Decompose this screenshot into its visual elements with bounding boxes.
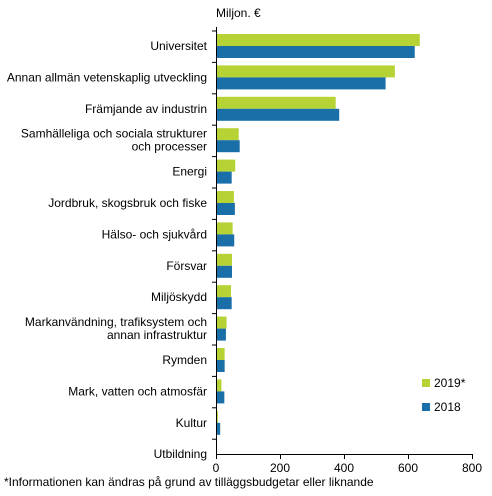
category-label-line: Miljöskydd xyxy=(151,290,207,304)
category-label-line: Mark, vatten och atmosfär xyxy=(68,384,207,398)
category-label: Markanvändning, trafiksystem och annan in… xyxy=(25,315,207,342)
footnote: *Informationen kan ändras på grund av ti… xyxy=(4,475,374,489)
x-tick-label: 400 xyxy=(334,461,354,475)
category-label-line: Universitet xyxy=(150,39,207,53)
unit-label: Miljon. € xyxy=(216,6,261,20)
category-label-line: Annan allmän vetenskaplig utveckling xyxy=(7,70,207,84)
legend-label: 2018 xyxy=(434,400,461,414)
category-label: Rymden xyxy=(162,353,207,367)
legend-swatch xyxy=(422,403,430,411)
bar-2018-8 xyxy=(216,297,232,310)
bar-2019-8 xyxy=(216,285,232,298)
bar-2019-0 xyxy=(216,34,420,46)
bar-2019-9 xyxy=(216,316,227,329)
bar-2019-7 xyxy=(216,253,232,266)
bar-2019-10 xyxy=(216,348,225,360)
category-label: Samhälleliga och sociala strukturer och p… xyxy=(21,127,207,154)
category-label-line: Främjande av industrin xyxy=(85,102,207,116)
category-label: Universitet xyxy=(150,39,207,53)
category-label-line: och processer xyxy=(132,140,207,154)
bar-2019-2 xyxy=(216,96,336,109)
category-label-line: Energi xyxy=(172,165,207,179)
x-tick-label: 800 xyxy=(462,461,482,475)
category-label: Utbildning xyxy=(154,447,207,461)
category-label-line: Markanvändning, trafiksystem och xyxy=(25,315,207,329)
bar-2018-6 xyxy=(216,234,235,247)
x-tick-label: 200 xyxy=(270,461,290,475)
category-label: Försvar xyxy=(166,259,207,273)
category-label-line: Utbildning xyxy=(154,447,207,461)
category-label-line: annan infrastruktur xyxy=(107,328,207,342)
x-tick-label: 600 xyxy=(398,461,418,475)
bar-2019-4 xyxy=(216,159,236,172)
category-labels: Universitet Annan allmän vetenskaplig utv… xyxy=(7,39,208,461)
category-label: Annan allmän vetenskaplig utveckling xyxy=(7,70,207,84)
category-label: Jordbruk, skogsbruk och fiske xyxy=(48,196,207,210)
legend-label: 2019* xyxy=(434,376,466,390)
category-label: Kultur xyxy=(176,416,207,430)
bar-2018-2 xyxy=(216,108,340,121)
category-label: Mark, vatten och atmosfär xyxy=(68,384,207,398)
category-label-line: Hälso- och sjukvård xyxy=(102,227,207,241)
category-label-line: Kultur xyxy=(176,416,207,430)
bar-2018-10 xyxy=(216,360,225,372)
category-label-line: Rymden xyxy=(162,353,207,367)
category-label: Främjande av industrin xyxy=(85,102,207,116)
bar-2018-1 xyxy=(216,77,386,90)
bar-2018-11 xyxy=(216,391,225,404)
legend-swatch xyxy=(422,379,430,387)
x-tick-label: 0 xyxy=(213,461,220,475)
bar-2019-11 xyxy=(216,379,222,392)
bar-2018-4 xyxy=(216,171,232,184)
bar-2018-3 xyxy=(216,140,240,153)
category-label-line: Jordbruk, skogsbruk och fiske xyxy=(48,196,207,210)
bar-2019-6 xyxy=(216,222,233,235)
category-label: Hälso- och sjukvård xyxy=(102,227,207,241)
category-label: Miljöskydd xyxy=(151,290,207,304)
bar-2018-12 xyxy=(216,422,221,435)
bars-layer xyxy=(216,34,420,435)
bar-2019-5 xyxy=(216,191,234,203)
bar-2018-5 xyxy=(216,203,235,215)
bar-2018-0 xyxy=(216,46,415,58)
bar-2018-9 xyxy=(216,328,226,341)
bar-2018-7 xyxy=(216,265,232,278)
bar-2019-1 xyxy=(216,65,395,78)
legend: 2019* 2018 xyxy=(422,376,466,414)
bar-2019-3 xyxy=(216,128,239,141)
x-axis: 0 200 400 600 800 xyxy=(212,27,482,475)
category-label-line: Samhälleliga och sociala strukturer xyxy=(21,127,207,141)
category-label: Energi xyxy=(172,165,207,179)
category-label-line: Försvar xyxy=(166,259,207,273)
